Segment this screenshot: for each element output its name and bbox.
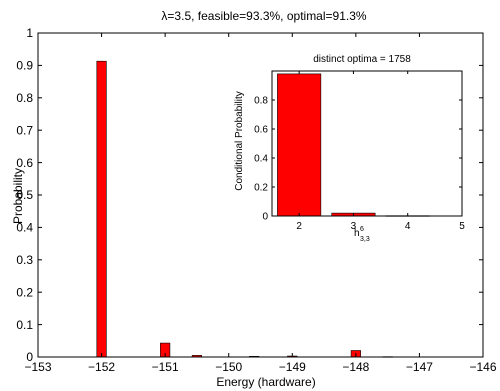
m-x-tick-label: −151 xyxy=(152,360,179,374)
i-y-tick-label: 0.4 xyxy=(254,154,268,165)
m-x-tick-label: −149 xyxy=(279,360,306,374)
main-x-axis-label: Energy (hardware) xyxy=(216,375,315,389)
i-x-tick-label: 3 xyxy=(351,221,357,232)
main-chart-title: λ=3.5, feasible=93.3%, optimal=91.3% xyxy=(161,9,366,23)
m-x-tick-label: −147 xyxy=(406,360,433,374)
inset-x-label-superscript: 6 xyxy=(360,226,364,233)
inset-x-label-symbol: h xyxy=(354,228,360,239)
m-y-tick-label: 0.7 xyxy=(16,123,33,137)
m-x-tick-label: −146 xyxy=(469,360,496,374)
m-y-tick-label: 0.8 xyxy=(16,91,33,105)
inset-y-axis-label: Conditional Probability xyxy=(234,91,245,191)
i-y-tick-label: 0.2 xyxy=(254,183,268,194)
m-y-tick-label: 0.1 xyxy=(16,318,33,332)
m-y-tick-label: 0.6 xyxy=(16,156,33,170)
main-x-ticks: −153 −152 −151 −150 −149 −148 −147 −146 xyxy=(24,33,497,374)
inset-x-axis-label: h 6 3,3 xyxy=(354,226,370,243)
m-y-tick-label: 0.9 xyxy=(16,59,33,73)
main-plot-frame xyxy=(37,32,484,358)
m-x-tick-label: −152 xyxy=(88,360,115,374)
main-chart: λ=3.5, feasible=93.3%, optimal=91.3% Pro… xyxy=(11,9,497,389)
i-x-tick-label: 5 xyxy=(459,221,465,232)
main-y-ticks: 0 0.1 0.2 0.3 0.4 0.5 0.6 0.7 0.8 0.9 1 xyxy=(16,26,483,364)
inset-chart: distinct optima = 1758 Conditional Proba… xyxy=(234,54,465,243)
m-y-tick-label: 1 xyxy=(26,26,33,40)
inset-chart-title: distinct optima = 1758 xyxy=(313,54,411,65)
m-y-tick-label: 0.2 xyxy=(16,285,33,299)
main-y-axis-label: Probability xyxy=(11,168,25,224)
inset-plot-frame xyxy=(271,70,463,217)
m-bar xyxy=(96,60,107,358)
m-x-tick-label: −150 xyxy=(215,360,242,374)
m-y-tick-label: 0.3 xyxy=(16,253,33,267)
i-bar xyxy=(277,73,322,217)
inset-x-label-subscript: 3,3 xyxy=(360,236,370,243)
i-x-tick-label: 4 xyxy=(405,221,411,232)
m-x-tick-label: −153 xyxy=(24,360,51,374)
m-y-tick-label: 0 xyxy=(26,350,33,364)
m-x-tick-label: −148 xyxy=(342,360,369,374)
i-x-tick-label: 2 xyxy=(296,221,302,232)
i-y-tick-label: 0.6 xyxy=(254,125,268,136)
m-y-tick-label: 0.5 xyxy=(16,188,33,202)
m-y-tick-label: 0.4 xyxy=(16,221,33,235)
i-y-tick-label: 0 xyxy=(262,212,268,223)
i-y-tick-label: 0.8 xyxy=(254,96,268,107)
